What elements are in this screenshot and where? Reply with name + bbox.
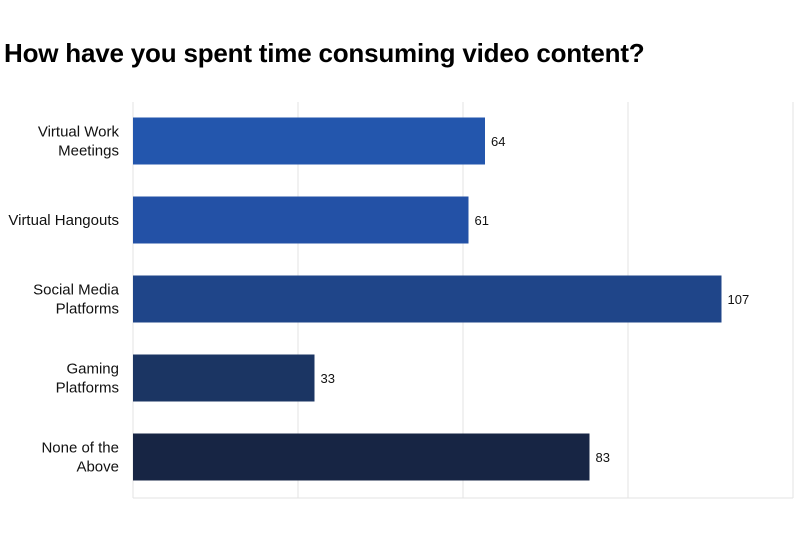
- category-label: Social Media Platforms: [33, 282, 120, 318]
- bar: [133, 433, 590, 481]
- chart-title: How have you spent time consuming video …: [4, 38, 645, 68]
- value-label: 61: [475, 213, 489, 228]
- bar: [133, 196, 469, 244]
- bar: [133, 117, 485, 165]
- category-label: Virtual Hangouts: [8, 212, 119, 229]
- category-label: None of the Above: [41, 440, 119, 476]
- value-label: 83: [596, 450, 610, 465]
- bar: [133, 354, 315, 402]
- bar: [133, 275, 722, 323]
- value-label: 64: [491, 134, 505, 149]
- value-label: 33: [321, 371, 335, 386]
- category-label: Virtual Work Meetings: [38, 124, 120, 160]
- value-label: 107: [728, 292, 750, 307]
- category-label: Gaming Platforms: [56, 361, 119, 397]
